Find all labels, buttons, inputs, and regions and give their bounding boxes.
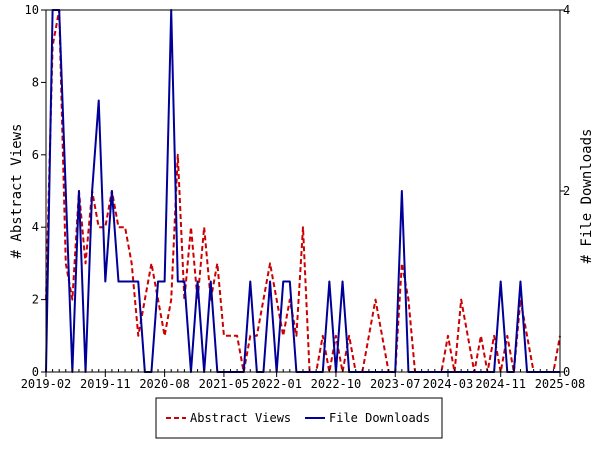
right-axis-title: # File Downloads — [579, 129, 595, 264]
left-y-tick-label: 8 — [32, 75, 39, 89]
tick-layer: 2019-02 2019-11 2020-08 2021-05 2022-01 2022-… — [21, 3, 586, 391]
x-tick-label: 2020-08 — [139, 377, 190, 391]
left-y-tick-label: 2 — [32, 293, 39, 307]
x-tick-label: 2022-01 — [251, 377, 302, 391]
x-tick-label: 2024-11 — [475, 377, 526, 391]
left-y-tick-label: 10 — [25, 3, 39, 17]
x-tick-label: 2023-07 — [370, 377, 421, 391]
x-tick-label: 2019-02 — [21, 377, 72, 391]
x-tick-label: 2024-03 — [423, 377, 474, 391]
x-tick-label: 2019-11 — [80, 377, 131, 391]
x-tick-label: 2022-10 — [311, 377, 362, 391]
right-y-tick-label: 0 — [563, 365, 570, 379]
legend-label-file-downloads: File Downloads — [329, 411, 430, 425]
plot-background — [46, 10, 560, 372]
legend-box — [155, 397, 443, 439]
legend-label-abstract-views: Abstract Views — [190, 411, 291, 425]
right-y-tick-label: 4 — [563, 3, 570, 17]
left-y-tick-label: 4 — [32, 220, 39, 234]
left-y-tick-label: 6 — [32, 148, 39, 162]
x-tick-label: 2021-05 — [199, 377, 250, 391]
left-y-tick-label: 0 — [32, 365, 39, 379]
right-y-tick-label: 2 — [563, 184, 570, 198]
left-axis-title: # Abstract Views — [9, 124, 25, 259]
legend: Abstract Views File Downloads — [155, 397, 443, 439]
x-tick-label: 2025-08 — [535, 377, 586, 391]
